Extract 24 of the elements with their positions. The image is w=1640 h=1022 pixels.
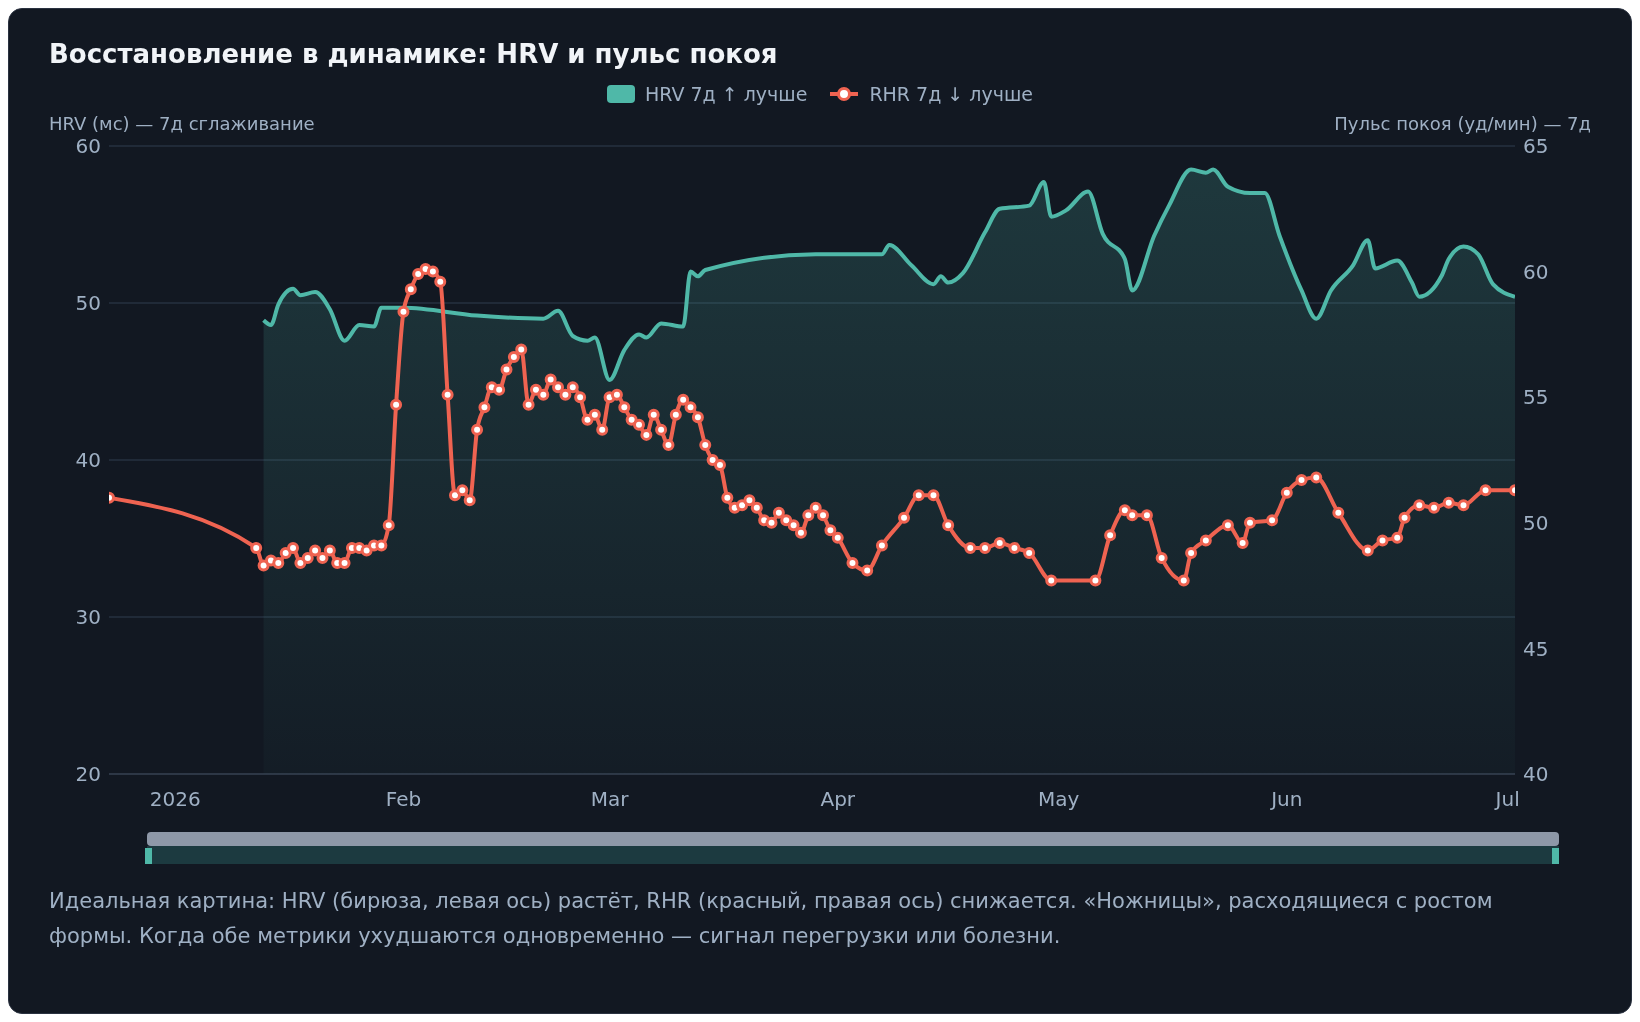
y2-tick-label: 45	[1523, 636, 1549, 661]
text: Идеальная картина: HRV (бирюза, левая ось) растёт, RHR (красный, правая ось) снижается. «Ножницы», расходящиеся с ростом формы. Когда обе метрики ухудшаются одновременно — сигнал перегрузки или болезни.	[49, 888, 1494, 950]
y-tick-label: 30	[75, 605, 101, 630]
x-tick-label: 2026	[149, 787, 201, 812]
y2-tick-label: 65	[1523, 134, 1549, 159]
x-tick-label: Mar	[590, 787, 630, 812]
x-tick-label: Feb	[385, 787, 422, 812]
y2-tick-label: 50	[1523, 510, 1549, 535]
y2-tick-label: 60	[1523, 259, 1549, 284]
y2-tick-label: 40	[1523, 762, 1549, 787]
legend-label: RHR 7д ↓ лучше	[869, 83, 1034, 105]
y-tick-label: 20	[75, 762, 101, 787]
y-axis-title: HRV (мс) — 7д сглаживание	[49, 113, 315, 134]
x-tick-label: Jun	[1269, 787, 1303, 812]
y-tick-label: 50	[75, 291, 101, 316]
y-tick-label: 40	[75, 448, 101, 473]
y2-axis-title: Пульс покоя (уд/мин) — 7д	[1334, 113, 1591, 134]
x-tick-label: Jul	[1493, 787, 1520, 812]
legend-label: HRV 7д ↑ лучше	[644, 83, 808, 105]
x-tick-label: May	[1037, 787, 1080, 812]
x-tick-label: Apr	[820, 787, 856, 812]
y2-tick-label: 55	[1523, 385, 1549, 410]
chart-title: Восстановление в динамике: HRV и пульс покоя	[49, 39, 779, 69]
y-tick-label: 60	[75, 134, 101, 159]
